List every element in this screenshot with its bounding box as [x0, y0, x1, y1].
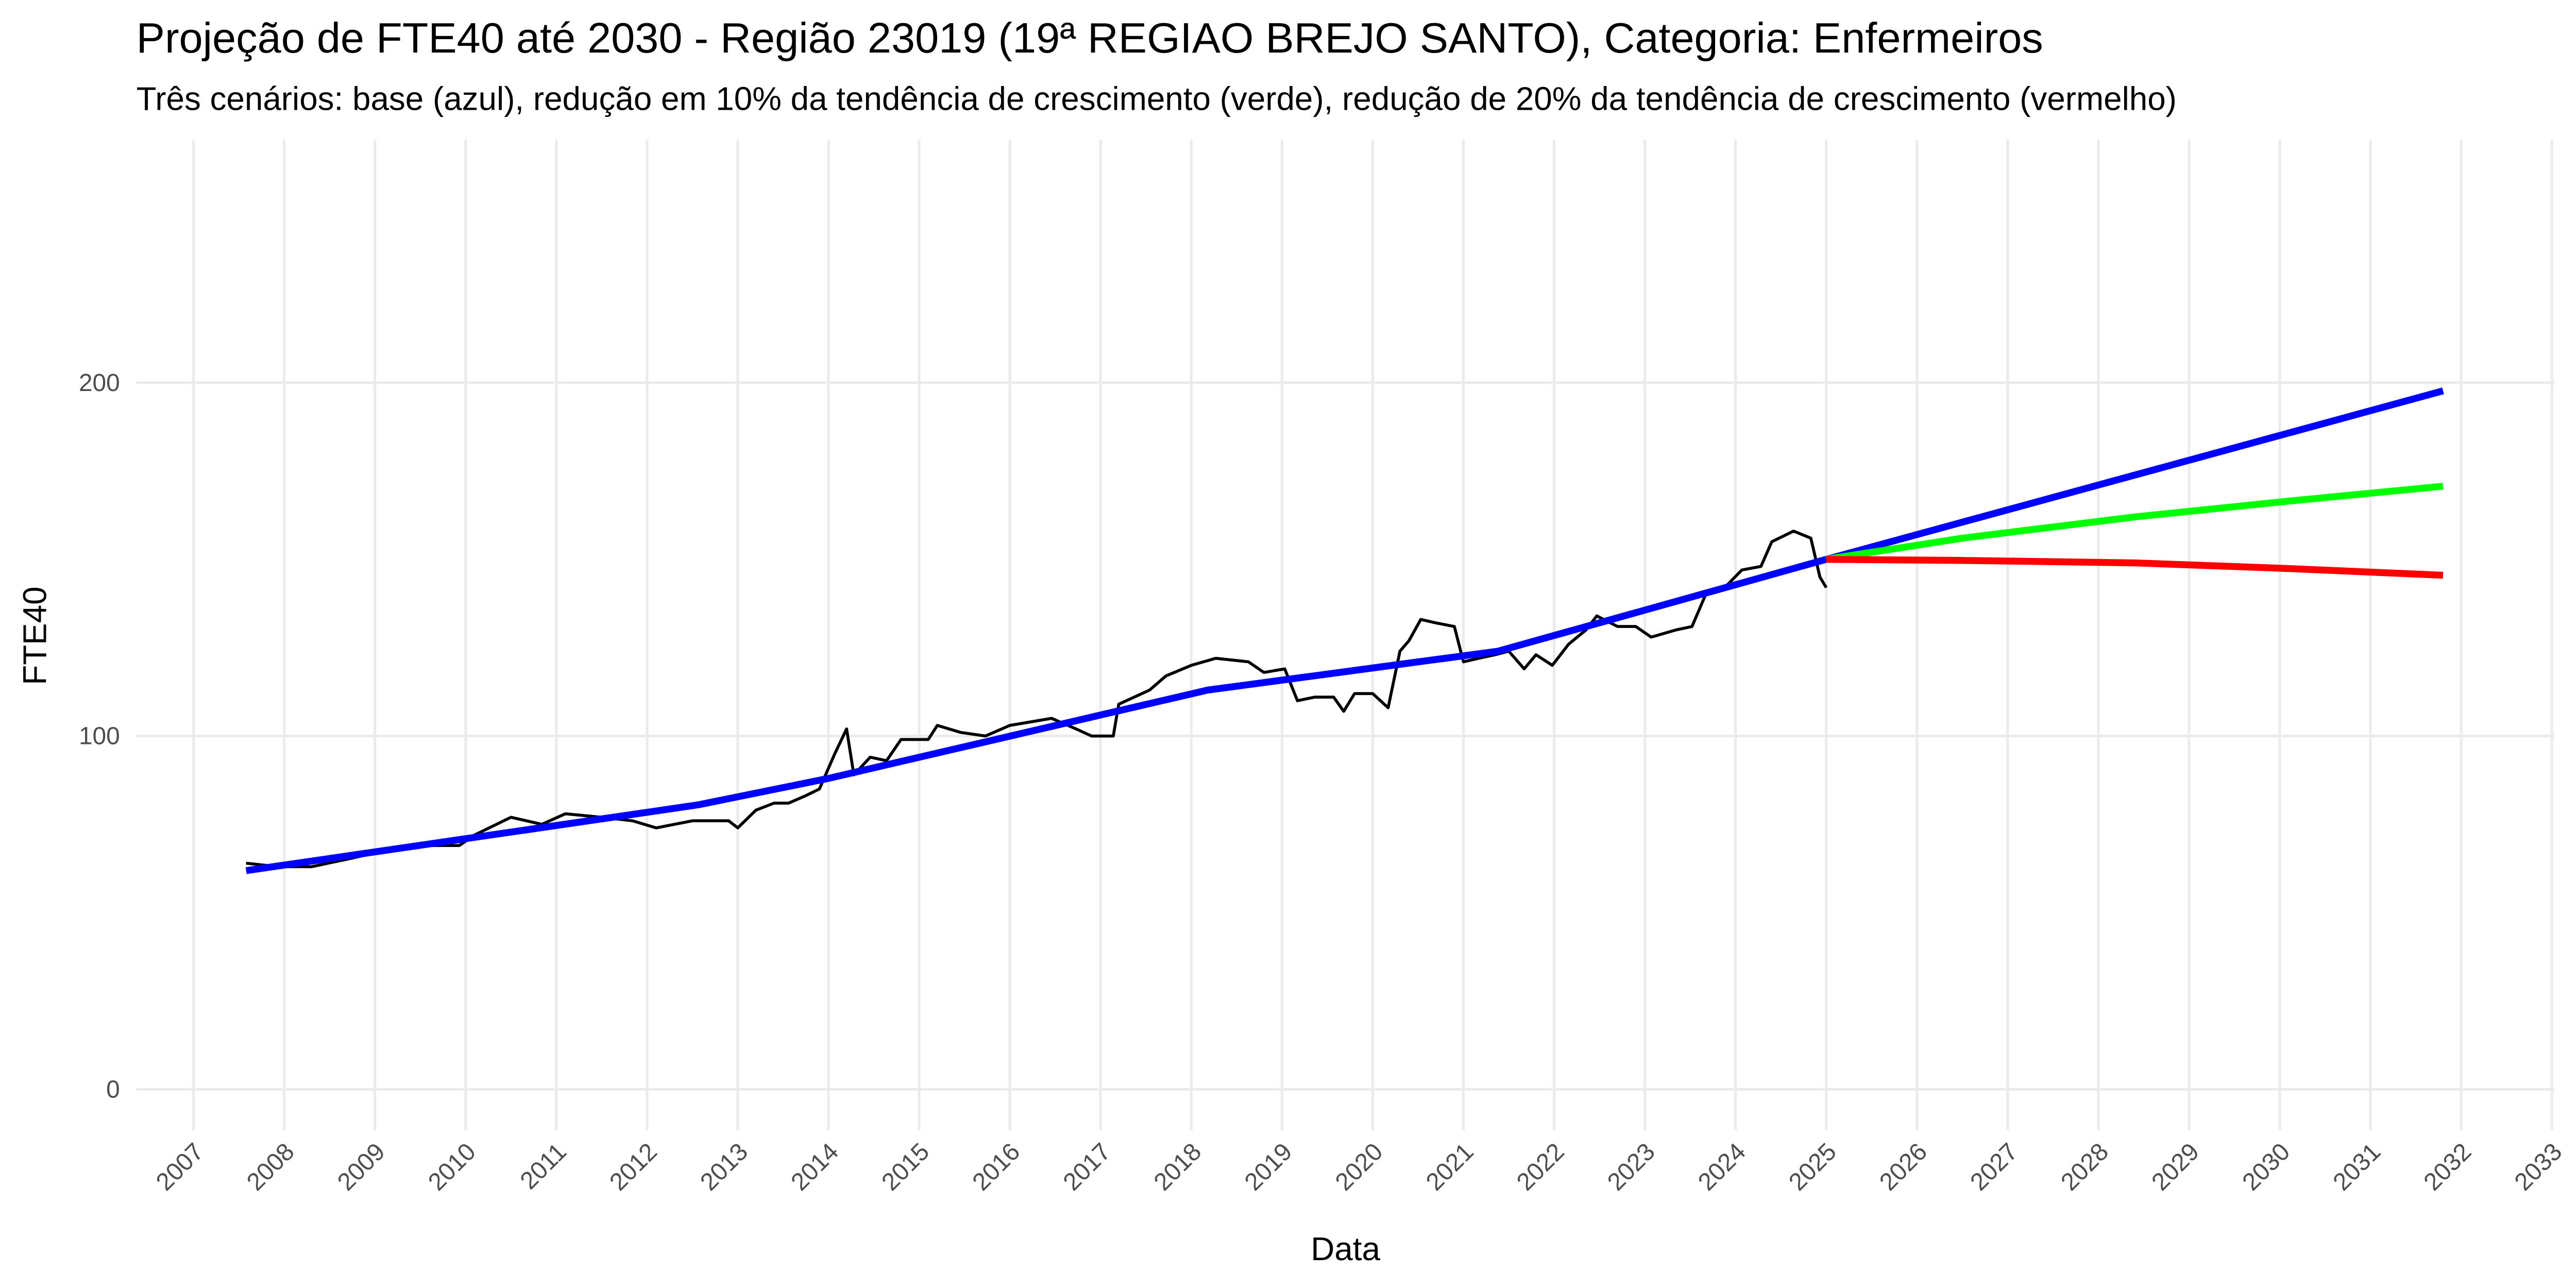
plot-area — [245, 387, 2444, 874]
y-tick-label: 0 — [106, 1076, 120, 1103]
x-tick-label: 2014 — [786, 1138, 844, 1196]
x-tick-label: 2017 — [1058, 1138, 1116, 1196]
tick-labels: 0 100 200 2007 2008 2009 2010 2011 2012 2013 2014 2… — [79, 369, 2567, 1196]
x-tick-label: 2015 — [876, 1138, 935, 1196]
x-tick-label: 2019 — [1240, 1138, 1298, 1196]
x-tick-label: 2032 — [2419, 1138, 2477, 1196]
x-tick-label: 2010 — [423, 1138, 481, 1196]
x-tick-label: 2012 — [604, 1138, 663, 1196]
x-tick-label: 2028 — [2056, 1138, 2114, 1196]
x-tick-label: 2022 — [1512, 1138, 1570, 1196]
series-line — [245, 387, 2444, 874]
x-tick-label: 2029 — [2146, 1138, 2205, 1196]
y-axis-label: FTE40 — [16, 586, 53, 685]
x-tick-label: 2023 — [1602, 1138, 1660, 1196]
y-tick-label: 100 — [79, 723, 120, 750]
x-tick-label: 2027 — [1965, 1138, 2023, 1196]
series-line — [1826, 556, 2444, 579]
x-tick-label: 2009 — [332, 1138, 391, 1196]
x-tick-label: 2020 — [1330, 1138, 1388, 1196]
x-tick-label: 2016 — [968, 1138, 1026, 1196]
grid — [136, 140, 2555, 1130]
x-tick-label: 2008 — [242, 1138, 300, 1196]
x-tick-label: 2021 — [1421, 1138, 1479, 1196]
x-tick-label: 2030 — [2237, 1138, 2295, 1196]
x-tick-label: 2026 — [1874, 1138, 1933, 1196]
x-tick-label: 2033 — [2510, 1138, 2568, 1196]
x-axis-label: Data — [1311, 1230, 1380, 1267]
series-line — [1825, 483, 2444, 563]
x-tick-label: 2007 — [151, 1138, 209, 1196]
x-tick-label: 2024 — [1693, 1138, 1751, 1196]
chart-title: Projeção de FTE40 até 2030 - Região 2301… — [137, 14, 2043, 62]
x-tick-label: 2031 — [2328, 1138, 2386, 1196]
x-tick-label: 2013 — [695, 1138, 753, 1196]
chart-subtitle: Três cenários: base (azul), redução em 1… — [137, 80, 2177, 117]
x-tick-label: 2018 — [1149, 1138, 1207, 1196]
y-tick-label: 200 — [79, 369, 120, 397]
series-line — [246, 529, 1828, 869]
x-tick-label: 2011 — [515, 1138, 572, 1195]
x-tick-label: 2025 — [1784, 1138, 1842, 1196]
